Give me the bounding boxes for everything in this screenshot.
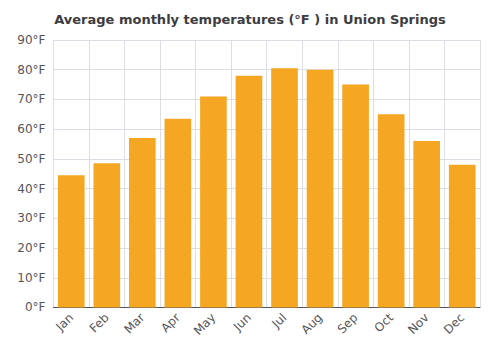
svg-text:60°F: 60°F: [17, 122, 45, 136]
svg-text:80°F: 80°F: [17, 63, 45, 77]
svg-text:70°F: 70°F: [17, 92, 45, 106]
svg-text:40°F: 40°F: [17, 182, 45, 196]
svg-text:Average monthly temperatures (: Average monthly temperatures (°F ) in Un…: [54, 12, 446, 27]
svg-text:Mar: Mar: [121, 310, 147, 336]
svg-text:Jul: Jul: [269, 311, 290, 332]
svg-text:Aug: Aug: [299, 311, 325, 337]
svg-text:30°F: 30°F: [17, 211, 45, 225]
svg-text:May: May: [191, 311, 218, 338]
svg-text:0°F: 0°F: [25, 300, 46, 314]
svg-text:50°F: 50°F: [17, 152, 45, 166]
svg-text:Dec: Dec: [441, 311, 467, 337]
svg-text:Oct: Oct: [372, 310, 397, 335]
svg-text:Feb: Feb: [87, 311, 112, 336]
svg-text:Nov: Nov: [405, 311, 431, 337]
svg-text:90°F: 90°F: [17, 33, 45, 47]
svg-text:Jun: Jun: [230, 311, 254, 335]
svg-text:20°F: 20°F: [17, 241, 45, 255]
svg-text:Jan: Jan: [53, 311, 77, 335]
svg-text:Sep: Sep: [335, 311, 361, 337]
svg-text:10°F: 10°F: [17, 271, 45, 285]
svg-text:Apr: Apr: [158, 310, 183, 335]
